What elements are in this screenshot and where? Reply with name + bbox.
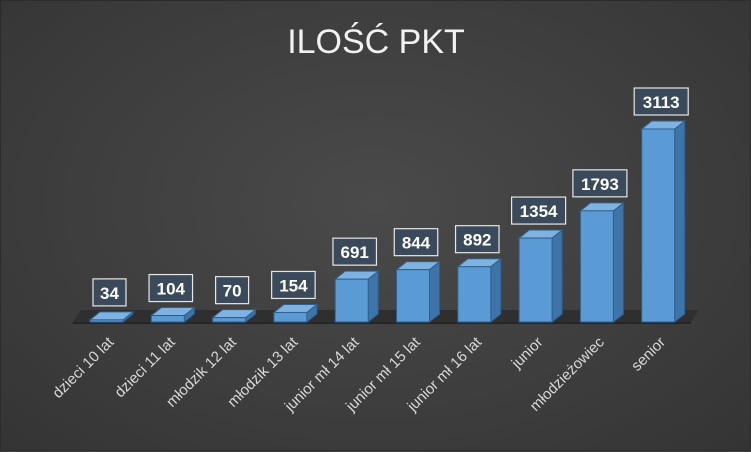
bar-front xyxy=(89,319,124,323)
bar xyxy=(333,270,380,324)
category-label: dzieci 11 lat xyxy=(111,333,179,401)
data-label: 844 xyxy=(393,228,439,257)
data-label-box xyxy=(271,270,316,300)
data-label-value: 892 xyxy=(463,231,491,250)
category-label: senior xyxy=(628,334,669,375)
bar-side xyxy=(612,201,624,324)
category-label: dzieci 10 lat xyxy=(49,333,118,402)
bar-side xyxy=(551,229,563,324)
data-label-value: 3113 xyxy=(643,93,680,112)
data-label: 1354 xyxy=(511,196,567,225)
data-label: 34 xyxy=(92,278,127,307)
data-label-value: 844 xyxy=(402,234,431,253)
data-label-box xyxy=(393,228,439,257)
bar xyxy=(88,310,135,324)
bars xyxy=(88,119,687,324)
bar xyxy=(395,260,441,324)
data-label: 1793 xyxy=(572,169,628,198)
bar-front xyxy=(641,128,676,323)
bar-front xyxy=(457,266,492,323)
bar xyxy=(272,303,319,324)
bar-front xyxy=(273,311,308,323)
bar-side xyxy=(429,260,440,324)
bar xyxy=(578,201,625,324)
data-label: 104 xyxy=(148,273,194,303)
data-label: 70 xyxy=(215,276,250,305)
data-label-box xyxy=(215,276,250,305)
data-label-box xyxy=(633,87,689,116)
bar-front xyxy=(212,317,247,323)
bar-front xyxy=(334,278,369,323)
data-label-box xyxy=(454,225,500,254)
data-label-value: 34 xyxy=(100,284,119,303)
data-label-value: 104 xyxy=(157,280,186,299)
data-label: 3113 xyxy=(633,87,689,116)
data-label-value: 1354 xyxy=(520,202,558,221)
bar-front xyxy=(579,210,614,323)
bar-side xyxy=(367,270,379,324)
data-label-box xyxy=(92,278,127,307)
data-label: 892 xyxy=(454,225,500,254)
bar xyxy=(456,257,503,324)
category-label: junior xyxy=(508,334,547,373)
data-label-value: 70 xyxy=(223,282,242,301)
data-label: 691 xyxy=(332,237,378,266)
bar-side xyxy=(674,119,686,324)
bar xyxy=(211,308,258,324)
data-label-value: 154 xyxy=(279,276,308,295)
data-label-box xyxy=(572,169,628,198)
bar-side xyxy=(490,257,502,324)
data-label-box xyxy=(511,196,567,225)
bar xyxy=(149,306,196,324)
bar-front xyxy=(150,315,185,323)
data-labels: 34 104 70 154 691 844 892 1354 1793 3113 xyxy=(92,87,689,307)
data-label-box xyxy=(148,273,194,303)
data-label: 154 xyxy=(271,270,316,300)
data-label-box xyxy=(332,237,378,266)
bar xyxy=(640,119,687,324)
data-label-value: 1793 xyxy=(581,175,619,194)
bar xyxy=(517,229,564,324)
bar-front xyxy=(518,237,553,323)
bar-front xyxy=(396,269,430,323)
data-label-value: 691 xyxy=(341,243,369,262)
chart-title: ILOŚĆ PKT xyxy=(287,22,465,61)
